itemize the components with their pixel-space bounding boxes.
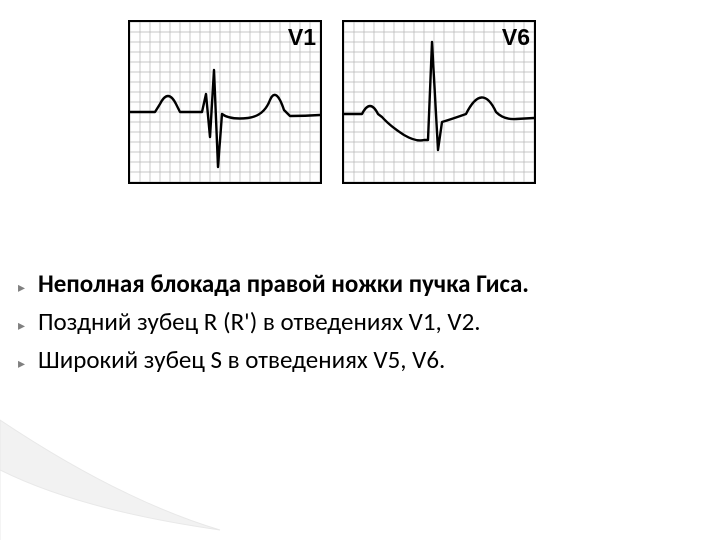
ecg-panel-v6: V6 [342,20,536,184]
bullet-list: ▸ Неполная блокада правой ножки пучка Ги… [18,268,702,382]
triangle-bullet-icon: ▸ [18,348,38,380]
corner-decoration [0,400,720,540]
list-item: ▸ Поздний зубец R (R') в отведениях V1, … [18,306,702,342]
ecg-panel-v1: V1 [128,20,322,184]
triangle-bullet-icon: ▸ [18,272,38,304]
ecg-label-v6: V6 [502,24,530,51]
bullet-text: Неполная блокада правой ножки пучка Гиса… [38,268,529,300]
bullet-text: Широкий зубец S в отведениях V5, V6. [38,344,445,376]
list-item: ▸ Широкий зубец S в отведениях V5, V6. [18,344,702,380]
list-item: ▸ Неполная блокада правой ножки пучка Ги… [18,268,702,304]
ecg-label-v1: V1 [288,24,316,51]
ecg-panels: V1 V6 [128,20,536,184]
bullet-text: Поздний зубец R (R') в отведениях V1, V2… [38,306,481,338]
triangle-bullet-icon: ▸ [18,310,38,342]
